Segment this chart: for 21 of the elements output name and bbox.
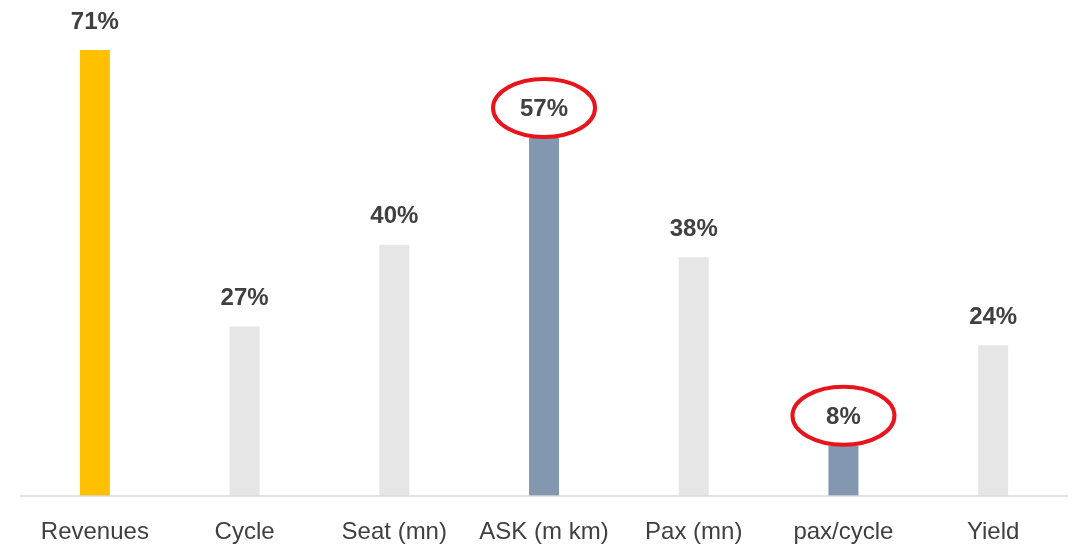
data-label: 57% [520, 94, 569, 122]
bar [79, 50, 110, 496]
bar [529, 137, 560, 496]
x-tick-label: Revenues [40, 517, 149, 545]
data-label: 71% [70, 6, 119, 34]
x-tick-label: pax/cycle [793, 517, 894, 545]
x-tick-label: ASK (m km) [479, 517, 609, 545]
bar [379, 244, 410, 496]
x-tick-label: Pax (mn) [645, 517, 743, 545]
x-tick-label: Cycle [214, 517, 275, 545]
bar [828, 445, 859, 496]
bar [978, 345, 1009, 496]
data-label: 40% [370, 201, 419, 229]
bar [229, 326, 260, 496]
x-tick-label: Seat (mn) [341, 517, 447, 545]
data-label: 24% [969, 301, 1018, 329]
data-label: 27% [220, 282, 269, 310]
data-label: 38% [669, 213, 718, 241]
data-label: 8% [826, 402, 861, 430]
x-tick-label: Yield [966, 517, 1020, 545]
bar [678, 257, 709, 496]
